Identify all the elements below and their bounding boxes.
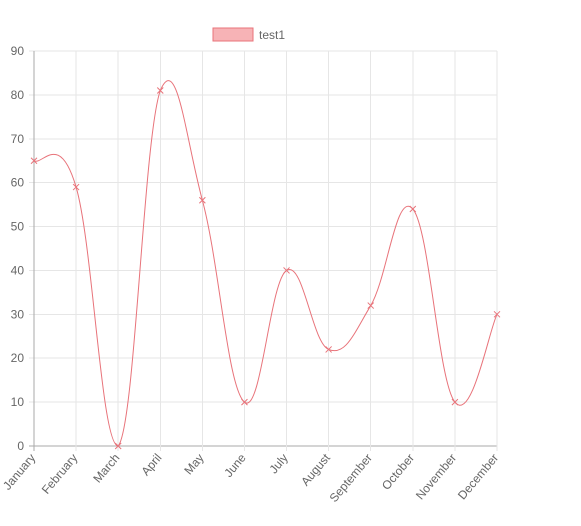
- x-tick-label: November: [413, 451, 459, 502]
- grid-layer: [29, 50, 498, 451]
- x-tick-label: August: [298, 450, 333, 488]
- series-line: [33, 80, 498, 447]
- data-point-cross[interactable]: [199, 196, 206, 204]
- data-point-cross[interactable]: [114, 442, 122, 450]
- legend[interactable]: test1: [212, 27, 285, 42]
- data-point-cross[interactable]: [30, 157, 38, 165]
- data-point-cross[interactable]: [325, 346, 332, 353]
- data-point-cross[interactable]: [156, 87, 164, 94]
- data-point-cross[interactable]: [367, 302, 375, 309]
- y-tick-label: 90: [11, 44, 25, 58]
- y-tick-label: 40: [11, 263, 25, 277]
- legend-label[interactable]: test1: [259, 28, 285, 42]
- x-tick-label: October: [379, 451, 417, 493]
- data-point-cross[interactable]: [241, 398, 248, 406]
- x-tick-label: April: [138, 451, 164, 478]
- data-point-cross[interactable]: [283, 267, 290, 274]
- y-tick-label: 70: [11, 132, 25, 146]
- y-tick-label: 60: [11, 176, 25, 190]
- y-tick-label: 20: [11, 351, 25, 365]
- data-point-cross[interactable]: [409, 205, 417, 213]
- data-point-cross[interactable]: [72, 183, 80, 191]
- x-tick-label: December: [455, 451, 501, 502]
- x-tick-label: June: [221, 451, 249, 480]
- legend-swatch[interactable]: [212, 27, 254, 42]
- x-tick-label: September: [327, 451, 375, 505]
- axis-layer: 0 10 20 30 40 50 60 70 80 90 January February March A…: [0, 44, 501, 505]
- y-tick-label: 50: [11, 220, 25, 234]
- data-point-cross[interactable]: [493, 310, 501, 318]
- x-tick-label: July: [266, 451, 290, 476]
- data-point-cross[interactable]: [451, 398, 459, 406]
- x-tick-label: March: [90, 451, 122, 486]
- y-tick-label: 80: [11, 88, 25, 102]
- x-tick-label: May: [181, 451, 206, 477]
- x-tick-label: January: [0, 451, 38, 493]
- y-tick-label: 10: [11, 395, 25, 409]
- y-tick-label: 0: [17, 439, 24, 453]
- y-tick-label: 30: [11, 307, 25, 321]
- series-layer: [30, 80, 501, 450]
- x-tick-label: February: [39, 451, 81, 497]
